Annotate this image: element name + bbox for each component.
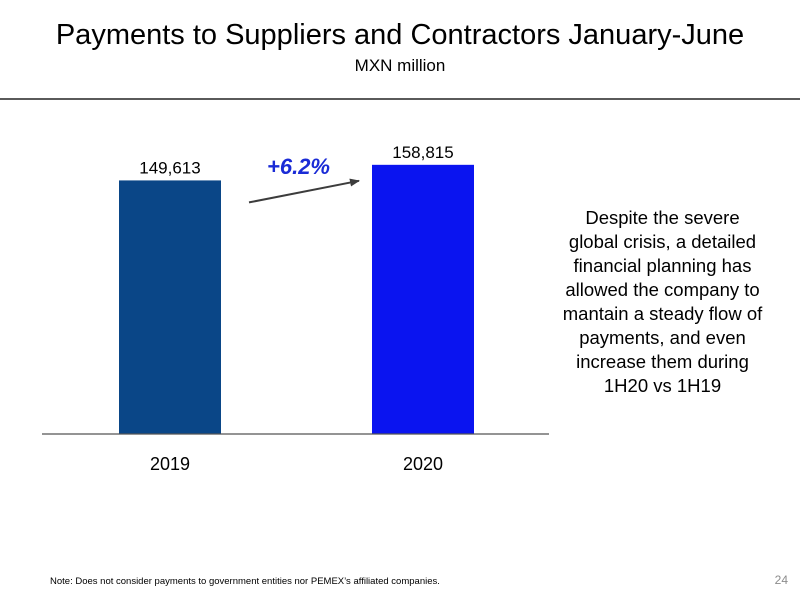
title-divider (0, 98, 800, 100)
bar-2020 (372, 164, 474, 435)
bar-2019 (119, 180, 221, 434)
slide-title: Payments to Suppliers and Contractors Ja… (55, 19, 745, 51)
commentary-text: Despite the severe global crisis, a deta… (562, 207, 763, 396)
data-label-2020: 158,815 (392, 143, 453, 162)
growth-label: +6.2% (267, 154, 330, 179)
labels-layer: 149,613 2019 158,815 2020 (139, 143, 453, 474)
x-tick-label-2020: 2020 (403, 454, 443, 474)
growth-arrow (248, 178, 360, 204)
bars-layer (119, 164, 474, 435)
slide-subtitle: MXN million (354, 56, 446, 75)
page-number: 24 (774, 573, 788, 587)
x-tick-label-2019: 2019 (150, 454, 190, 474)
footnote: Note: Does not consider payments to gove… (50, 576, 440, 587)
data-label-2019: 149,613 (139, 158, 200, 177)
